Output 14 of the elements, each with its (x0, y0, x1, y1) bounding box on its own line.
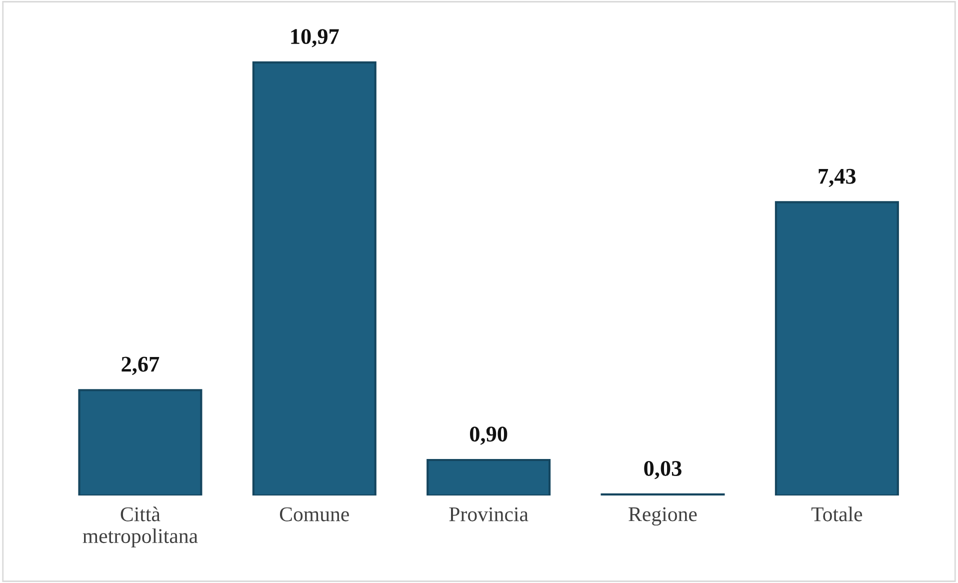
x-tick-label: Città metropolitana (82, 506, 198, 548)
data-label: 0,90 (470, 426, 508, 445)
data-label: 10,97 (291, 29, 339, 48)
x-tick-label: Totale (811, 506, 862, 522)
bar (78, 389, 202, 496)
x-tick-label: Regione (628, 507, 697, 526)
data-label: 0,03 (644, 460, 682, 480)
x-tick-label: Provincia (449, 507, 528, 522)
bar (252, 61, 376, 496)
bar (774, 201, 899, 496)
data-label: 7,43 (818, 168, 856, 188)
bar (426, 458, 551, 496)
x-tick-label: Comune (280, 507, 349, 522)
data-label: 2,67 (122, 356, 160, 375)
